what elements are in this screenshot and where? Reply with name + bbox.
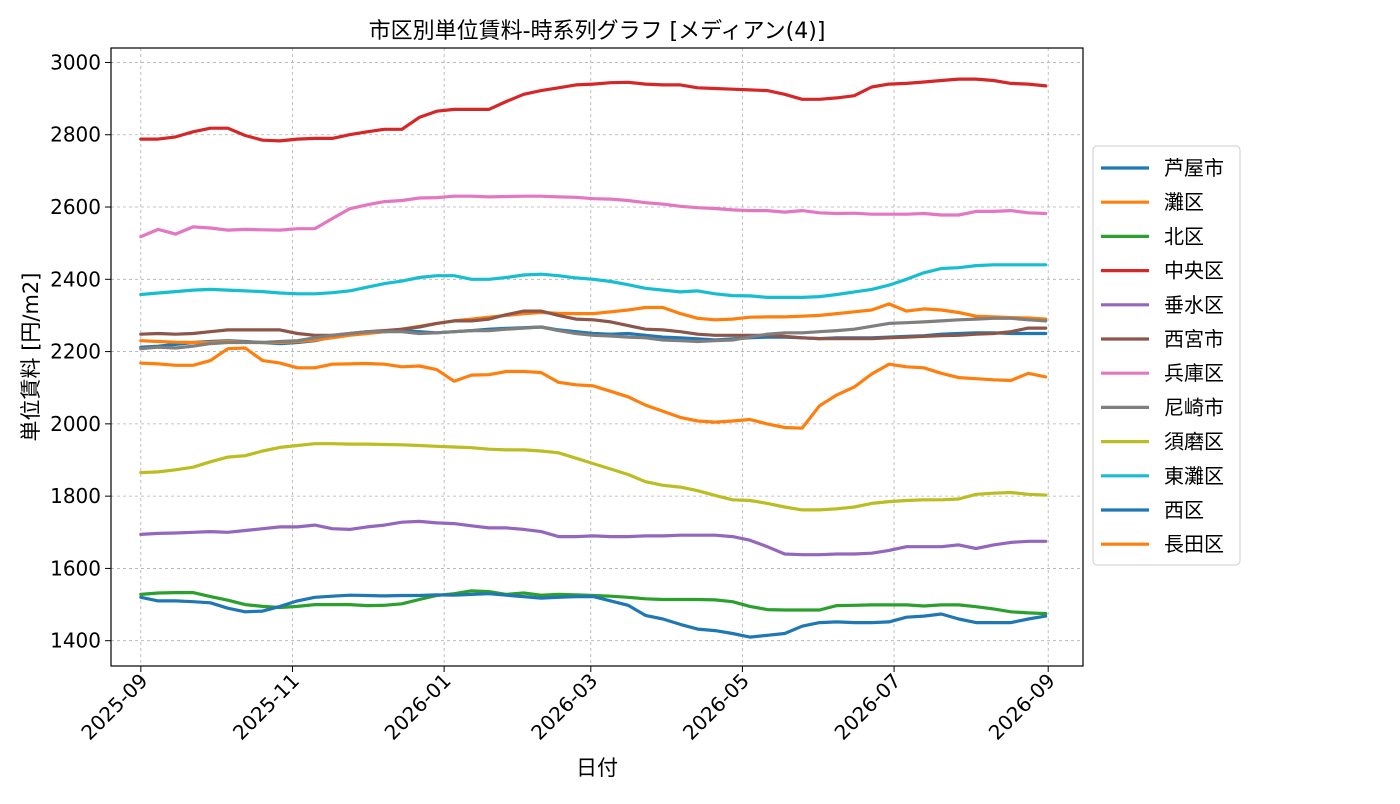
legend-label: 西区 [1164, 498, 1204, 522]
series-line-5 [139, 519, 1048, 557]
y-tick-label: 2800 [50, 123, 101, 147]
y-tick-label: 1400 [50, 629, 101, 653]
legend-label: 灘区 [1164, 190, 1204, 214]
series-line-6 [139, 309, 1048, 341]
series-line-4 [139, 77, 1048, 143]
y-tick-label: 2600 [50, 195, 101, 219]
y-axis-label: 単位賃料 [円/m2] [19, 273, 43, 442]
y-tick-label: 3000 [50, 50, 101, 74]
x-tick-label: 2025-09 [76, 669, 152, 745]
legend-label: 長田区 [1164, 532, 1224, 556]
legend-label: 西宮市 [1164, 327, 1224, 351]
x-tick-label: 2026-03 [526, 669, 602, 745]
legend-label: 中央区 [1164, 259, 1224, 283]
y-tick-label: 2200 [50, 340, 101, 364]
series-line-10 [139, 263, 1048, 299]
series-lines [139, 77, 1048, 639]
series-line-9 [139, 442, 1048, 512]
y-axis: 1400 1600 1800 2000 2200 2400 2600 2800 3000 [50, 50, 111, 653]
series-line-3 [139, 589, 1048, 616]
y-tick-label: 2000 [50, 412, 101, 436]
legend-label: 北区 [1164, 224, 1204, 248]
x-tick-label: 2026-07 [830, 669, 906, 745]
legend-label: 兵庫区 [1164, 361, 1224, 385]
y-tick-label: 1800 [50, 484, 101, 508]
legend-frame [1092, 145, 1241, 566]
chart-title: 市区別単位賃料-時系列グラフ [メディアン(4)] [369, 19, 826, 44]
x-tick-label: 2026-05 [678, 669, 754, 745]
legend-label: 東灘区 [1164, 464, 1224, 488]
x-axis-label: 日付 [576, 756, 618, 780]
y-tick-label: 1600 [50, 556, 101, 580]
legend-label: 垂水区 [1164, 293, 1224, 317]
legend-label: 芦屋市 [1164, 156, 1224, 180]
series-line-11 [139, 592, 1048, 639]
x-tick-label: 2026-09 [984, 669, 1060, 745]
x-tick-label: 2026-01 [380, 669, 456, 745]
series-line-8 [139, 316, 1048, 351]
y-tick-label: 2400 [50, 267, 101, 291]
series-line-12 [139, 346, 1048, 430]
x-tick-label: 2025-11 [228, 669, 304, 745]
series-line-7 [139, 194, 1048, 239]
plot-frame [110, 47, 1084, 667]
legend-label: 尼崎市 [1164, 395, 1224, 419]
legend-label: 須磨区 [1164, 430, 1224, 454]
x-axis: 2025-09 2025-11 2026-01 2026-03 2026-05 2026-… [76, 666, 1060, 745]
